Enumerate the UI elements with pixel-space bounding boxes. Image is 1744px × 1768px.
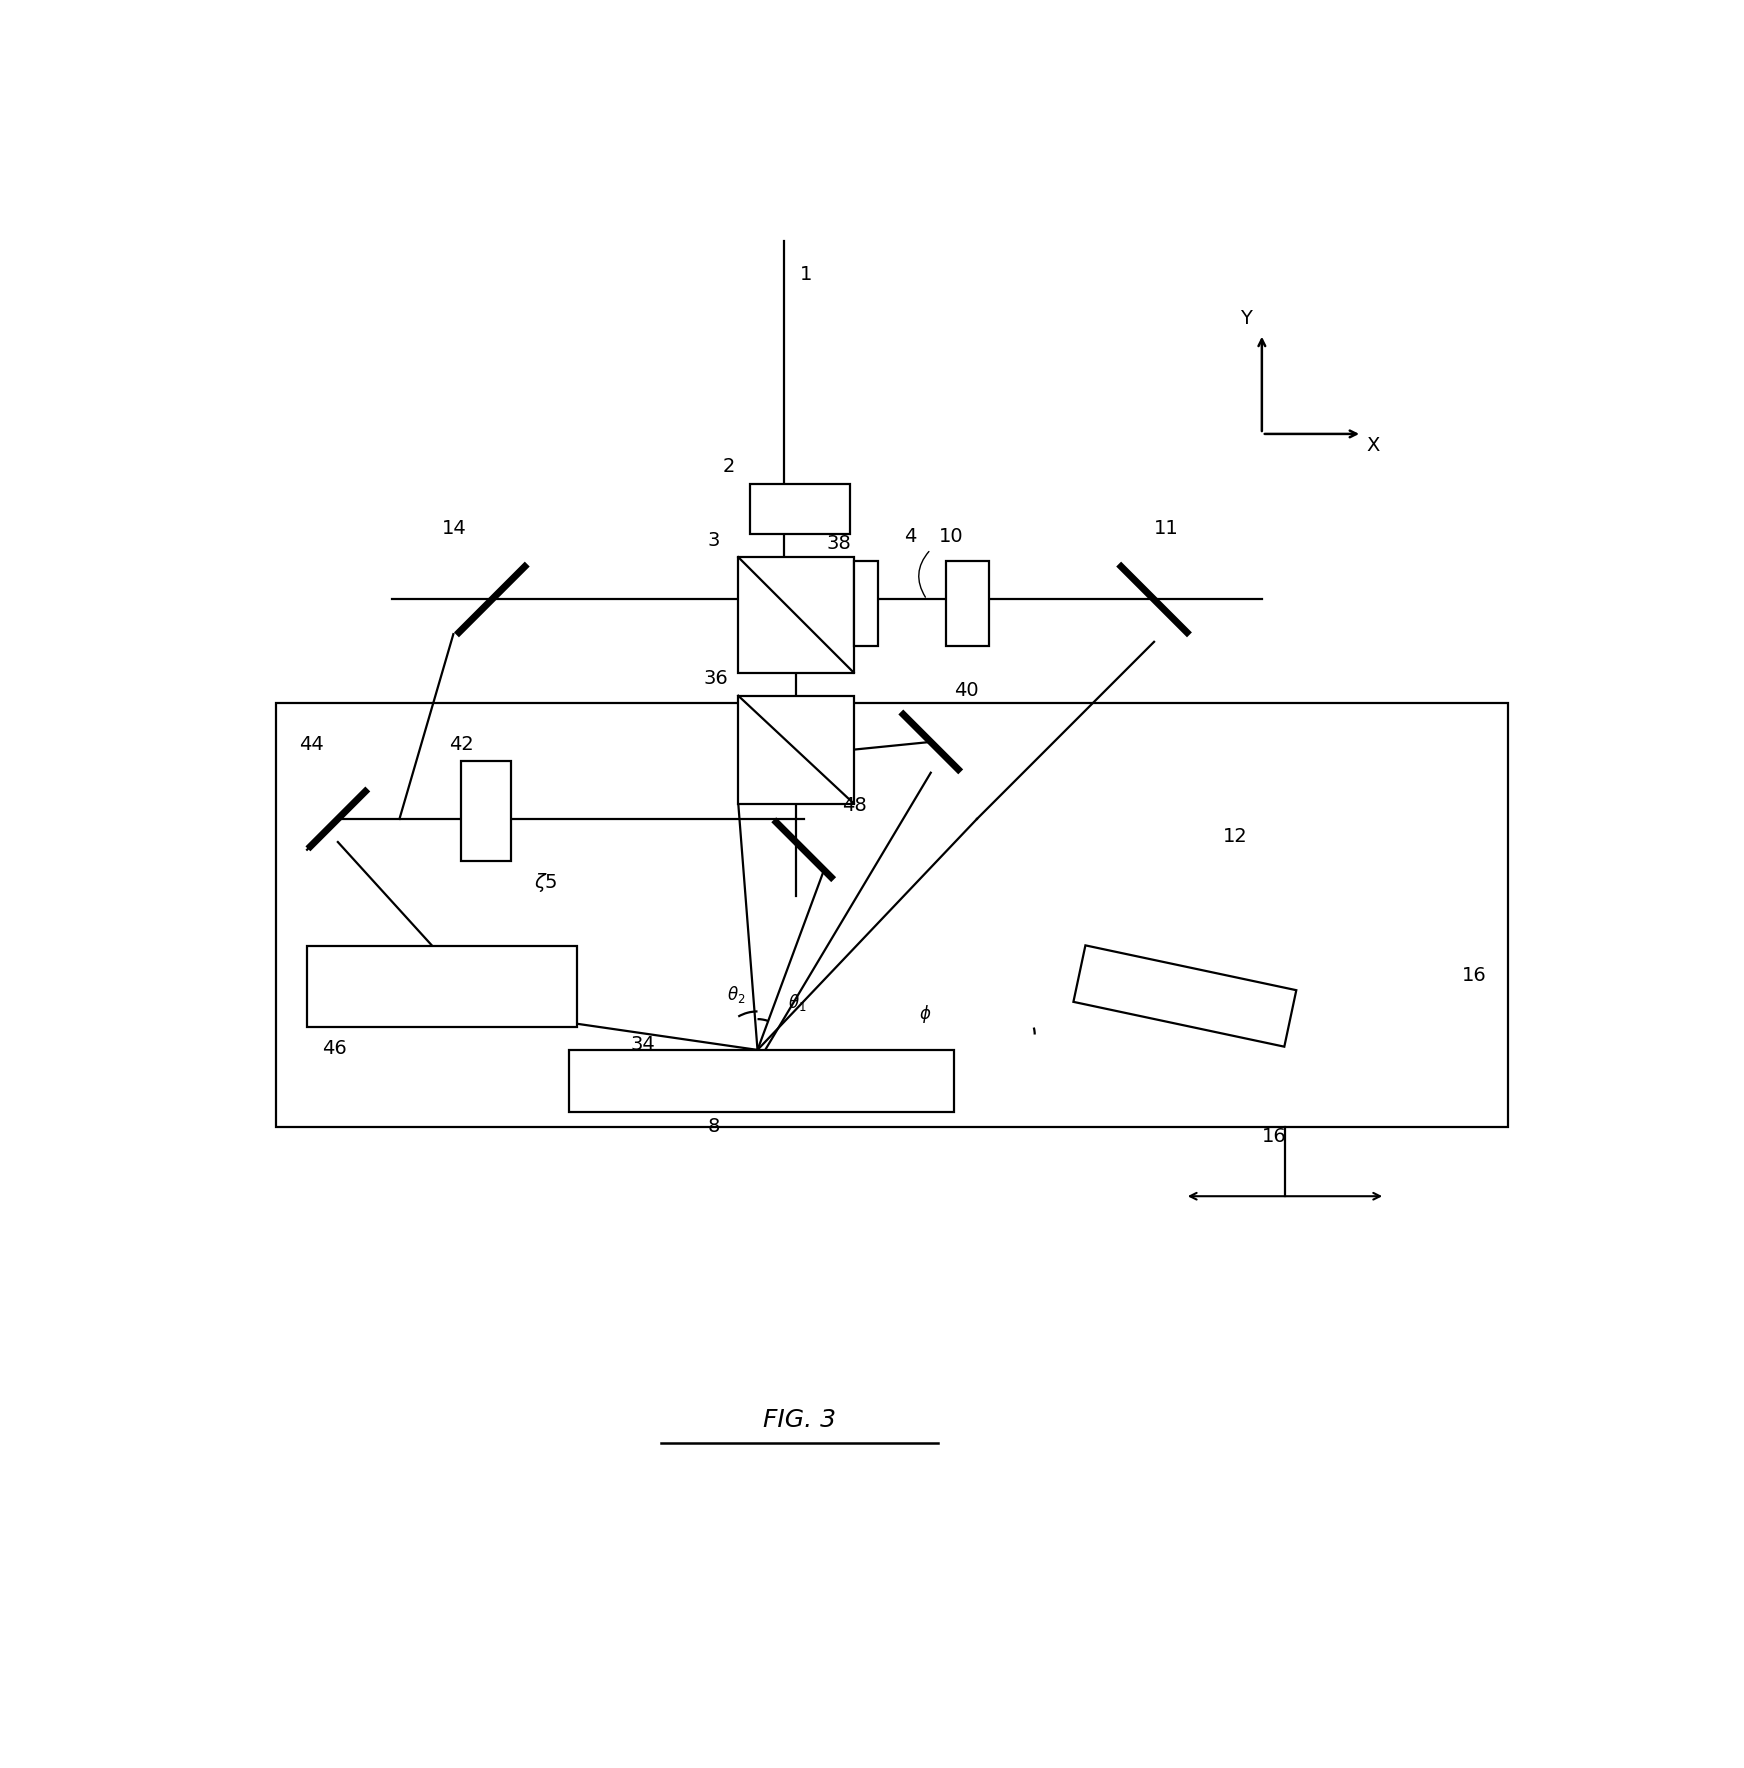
Bar [738,557,855,672]
Bar [750,484,849,534]
Text: Y: Y [1240,309,1252,327]
Text: 8: 8 [708,1117,720,1137]
Text: 3: 3 [708,530,720,550]
Text: 38: 38 [827,534,851,553]
Text: 16: 16 [1461,965,1488,985]
Bar [738,697,855,803]
Bar [276,704,1509,1126]
Polygon shape [1073,946,1296,1047]
Text: 44: 44 [300,735,324,753]
Text: 4: 4 [903,527,916,546]
Text: $\theta_2$: $\theta_2$ [727,983,745,1004]
Text: 46: 46 [323,1040,347,1057]
Text: 40: 40 [954,681,978,700]
Text: 34: 34 [631,1034,656,1054]
Text: 12: 12 [1223,827,1249,847]
Text: FIG. 3: FIG. 3 [764,1407,837,1432]
Bar [307,946,577,1027]
Text: 2: 2 [722,458,736,476]
Text: 14: 14 [441,520,467,537]
Bar [947,560,989,645]
Text: 48: 48 [842,796,867,815]
Text: 36: 36 [703,668,729,688]
Bar [460,762,511,861]
Bar [569,1050,954,1112]
Bar [855,560,879,645]
Text: 10: 10 [938,527,963,546]
Text: 42: 42 [450,735,474,753]
Text: 1: 1 [800,265,813,285]
Text: $\zeta$5: $\zeta$5 [534,872,558,895]
Text: 16: 16 [1263,1128,1287,1146]
Text: $\phi$: $\phi$ [919,1002,931,1025]
Text: X: X [1367,437,1380,454]
Text: $\theta_1$: $\theta_1$ [788,992,807,1013]
Text: 11: 11 [1155,520,1179,537]
